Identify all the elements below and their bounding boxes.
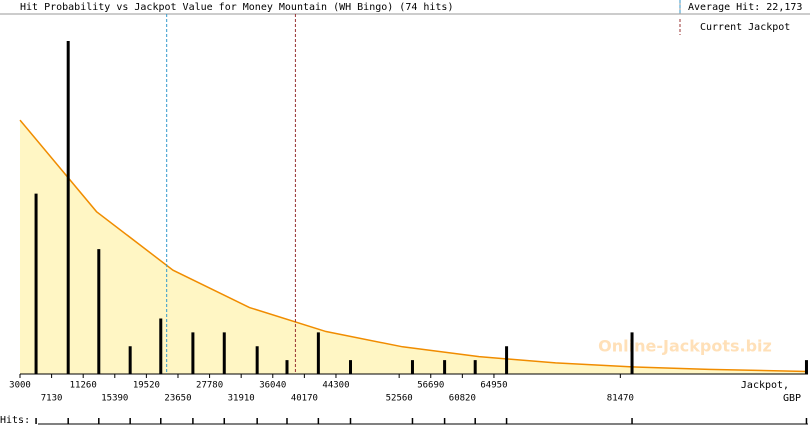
x-tick-label: 64950 — [480, 381, 507, 391]
x-tick-label: 31910 — [228, 394, 255, 404]
bar — [285, 360, 289, 374]
bar — [630, 332, 634, 374]
bar — [66, 41, 70, 374]
curve-line — [19, 119, 809, 373]
x-tick-label: 15390 — [101, 394, 128, 404]
bar — [97, 249, 101, 374]
x-axis-label: Jackpot, — [741, 380, 789, 391]
bar — [222, 332, 226, 374]
bar — [349, 360, 353, 374]
x-tick-label: 7130 — [41, 394, 63, 404]
x-tick-label: 3000 — [9, 381, 31, 391]
chart-title: Hit Probability vs Jackpot Value for Mon… — [20, 2, 453, 13]
bar — [191, 332, 195, 374]
curve-area — [20, 120, 808, 375]
x-tick-label: 23650 — [164, 394, 191, 404]
x-tick-label: 36040 — [259, 381, 286, 391]
bar — [505, 346, 509, 374]
x-tick-label: 40170 — [291, 394, 318, 404]
legend-average-value: 22,173 — [766, 2, 802, 13]
bar — [410, 360, 414, 374]
watermark: Online-Jackpots.biz — [598, 337, 772, 356]
x-tick-label: 56690 — [417, 381, 444, 391]
x-tick-label: 11260 — [70, 381, 97, 391]
x-tick-label: 44300 — [322, 381, 349, 391]
x-tick-label: 60820 — [449, 394, 476, 404]
x-tick-label: 52560 — [386, 394, 413, 404]
bar — [804, 360, 808, 374]
bar — [443, 360, 447, 374]
bar — [473, 360, 477, 374]
bar — [34, 193, 38, 374]
legend-current: Current Jackpot — [700, 22, 790, 33]
legend-average-label: Average Hit: — [688, 2, 760, 13]
legend-average: Average Hit: 22,173 — [688, 2, 802, 13]
bar — [255, 346, 259, 374]
x-axis-unit: GBP — [783, 393, 801, 404]
rug-label: Hits: — [0, 415, 30, 425]
bar — [128, 346, 132, 374]
x-tick-label: 19520 — [133, 381, 160, 391]
bar — [316, 332, 320, 374]
x-tick-label: 81470 — [607, 394, 634, 404]
x-tick-label: 27780 — [196, 381, 223, 391]
bar — [159, 318, 163, 374]
